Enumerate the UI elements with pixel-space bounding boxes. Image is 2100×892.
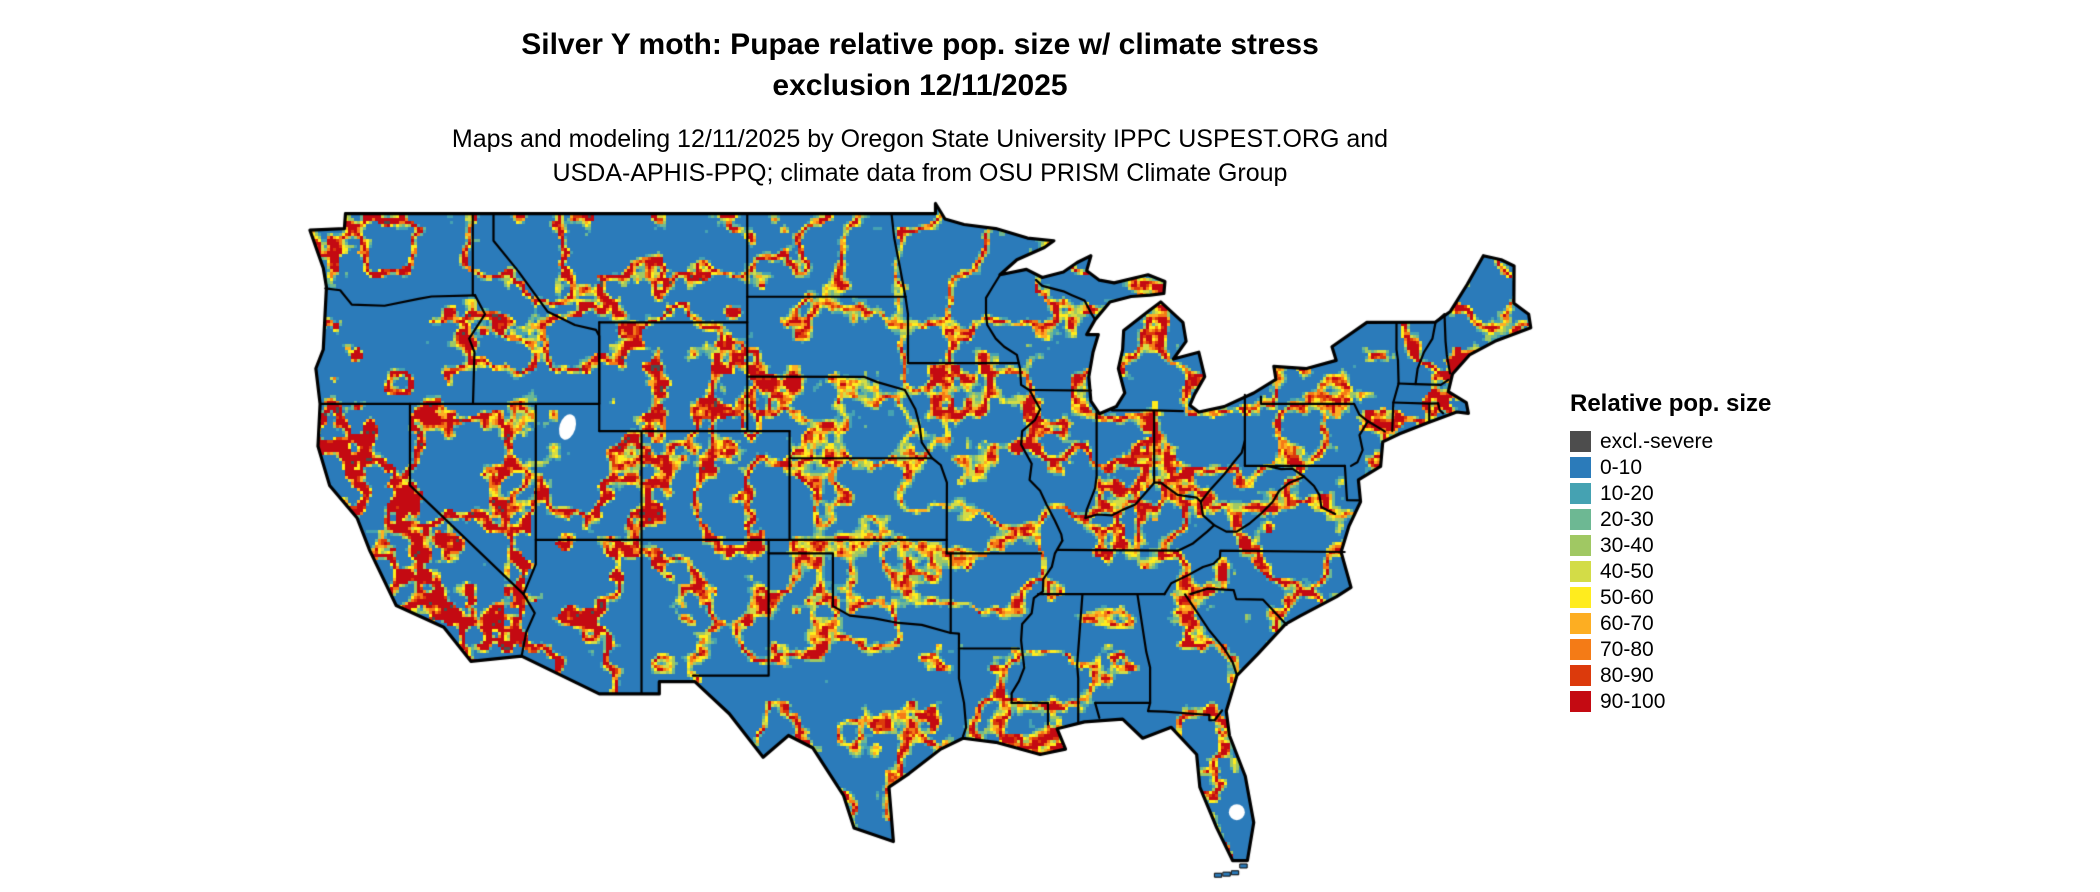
legend-rows: excl.-severe 0-10 10-20 20-30 30-40 40-50 50-6… — [1570, 428, 1771, 714]
page-subtitle-line1: Maps and modeling 12/11/2025 by Oregon S… — [451, 125, 1389, 153]
legend-item-label: 70-80 — [1600, 637, 1654, 661]
legend-item: 90-100 — [1570, 688, 1771, 714]
us-map-canvas — [300, 200, 1535, 885]
legend-item: 0-10 — [1570, 454, 1771, 480]
page-title-line2: exclusion 12/11/2025 — [772, 69, 1068, 102]
legend-item-label: 90-100 — [1600, 689, 1666, 713]
legend-item: excl.-severe — [1570, 428, 1771, 454]
legend-swatch — [1570, 534, 1591, 556]
legend-swatch — [1570, 456, 1591, 478]
legend-item: 30-40 — [1570, 532, 1771, 558]
legend-swatch — [1570, 586, 1591, 608]
legend-item-label: 40-50 — [1600, 559, 1654, 583]
legend-swatch — [1570, 482, 1591, 504]
legend-swatch — [1570, 690, 1591, 712]
legend-item-label: 0-10 — [1600, 455, 1643, 479]
legend-item: 50-60 — [1570, 584, 1771, 610]
legend-item-label: 80-90 — [1600, 663, 1654, 687]
legend-item-label: 20-30 — [1600, 507, 1654, 531]
legend-item: 60-70 — [1570, 610, 1771, 636]
legend-swatch — [1570, 664, 1591, 686]
page-subtitle-line2: USDA-APHIS-PPQ; climate data from OSU PR… — [552, 159, 1288, 187]
legend-item-label: 30-40 — [1600, 533, 1654, 557]
legend-swatch — [1570, 508, 1591, 530]
map-figure — [300, 200, 1535, 885]
legend-item-label: 10-20 — [1600, 481, 1654, 505]
legend-swatch — [1570, 612, 1591, 634]
legend-swatch — [1570, 430, 1591, 452]
legend-item: 40-50 — [1570, 558, 1771, 584]
legend-item-label: excl.-severe — [1600, 429, 1714, 453]
legend-item: 20-30 — [1570, 506, 1771, 532]
legend-item: 80-90 — [1570, 662, 1771, 688]
legend-item: 10-20 — [1570, 480, 1771, 506]
title-block: Silver Y moth: Pupae relative pop. size … — [0, 24, 1840, 190]
legend-item-label: 60-70 — [1600, 611, 1654, 635]
legend-swatch — [1570, 638, 1591, 660]
legend-swatch — [1570, 560, 1591, 582]
legend: Relative pop. size excl.-severe 0-10 10-20… — [1570, 390, 1771, 714]
legend-item: 70-80 — [1570, 636, 1771, 662]
page-title-line1: Silver Y moth: Pupae relative pop. size … — [521, 28, 1319, 61]
legend-title: Relative pop. size — [1570, 390, 1772, 417]
legend-item-label: 50-60 — [1600, 585, 1654, 609]
